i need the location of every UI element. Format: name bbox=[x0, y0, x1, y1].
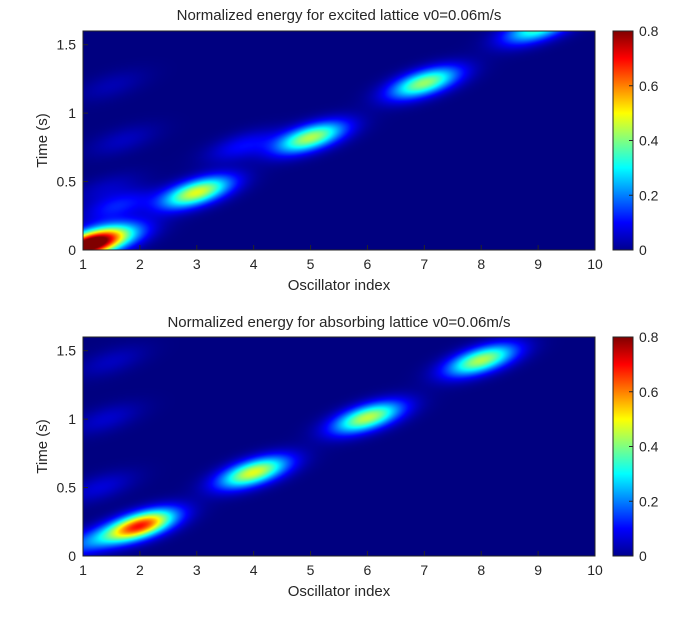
x-tick-label: 4 bbox=[250, 256, 258, 272]
x-tick-label: 1 bbox=[79, 562, 87, 578]
x-tick-label: 9 bbox=[534, 256, 542, 272]
colorbar-tick-label: 0 bbox=[639, 242, 647, 258]
x-tick-label: 5 bbox=[307, 256, 315, 272]
y-tick-label: 1 bbox=[68, 105, 76, 121]
chart-title: Normalized energy for excited lattice v0… bbox=[177, 7, 502, 24]
y-tick-label: 0.5 bbox=[57, 174, 77, 190]
x-tick-label: 2 bbox=[136, 256, 144, 272]
x-tick-label: 10 bbox=[587, 562, 603, 578]
x-tick-label: 8 bbox=[477, 256, 485, 272]
x-tick-label: 9 bbox=[534, 562, 542, 578]
colorbar-tick-label: 0 bbox=[639, 548, 647, 564]
y-tick-label: 0 bbox=[68, 548, 76, 564]
x-tick-label: 7 bbox=[420, 562, 428, 578]
x-tick-label: 6 bbox=[364, 562, 372, 578]
colorbar-tick-label: 0.6 bbox=[639, 384, 659, 400]
x-tick-label: 10 bbox=[587, 256, 603, 272]
x-tick-label: 8 bbox=[477, 562, 485, 578]
chart-title: Normalized energy for absorbing lattice … bbox=[167, 314, 510, 331]
y-axis-label: Time (s) bbox=[34, 419, 51, 473]
colorbar-tick-label: 0.8 bbox=[639, 329, 659, 345]
plot-frame bbox=[82, 30, 596, 251]
colorbar-tick-label: 0.8 bbox=[639, 23, 659, 39]
x-tick-label: 5 bbox=[307, 562, 315, 578]
colorbar-tick-label: 0.6 bbox=[639, 78, 659, 94]
colorbar-tick-label: 0.4 bbox=[639, 439, 659, 455]
y-tick-label: 1 bbox=[68, 411, 76, 427]
y-axis-label: Time (s) bbox=[34, 113, 51, 167]
colorbar-tick-label: 0.2 bbox=[639, 187, 659, 203]
heatmap-panel-1: Normalized energy for excited lattice v0… bbox=[34, 7, 659, 294]
heatmap-panel-2: Normalized energy for absorbing lattice … bbox=[34, 314, 659, 600]
x-axis-label: Oscillator index bbox=[288, 583, 391, 600]
x-tick-label: 1 bbox=[79, 256, 87, 272]
y-tick-label: 0 bbox=[68, 242, 76, 258]
y-tick-label: 1.5 bbox=[57, 37, 77, 53]
x-tick-label: 4 bbox=[250, 562, 258, 578]
x-tick-label: 2 bbox=[136, 562, 144, 578]
x-tick-label: 7 bbox=[420, 256, 428, 272]
heatmap-image bbox=[83, 337, 595, 556]
colorbar-tick-label: 0.4 bbox=[639, 133, 659, 149]
heatmap-image bbox=[83, 31, 595, 250]
y-tick-label: 1.5 bbox=[57, 343, 77, 359]
colorbar-tick-label: 0.2 bbox=[639, 493, 659, 509]
x-tick-label: 3 bbox=[193, 256, 201, 272]
y-tick-label: 0.5 bbox=[57, 480, 77, 496]
x-tick-label: 3 bbox=[193, 562, 201, 578]
x-axis-label: Oscillator index bbox=[288, 277, 391, 294]
x-tick-label: 6 bbox=[364, 256, 372, 272]
plot-frame bbox=[82, 336, 596, 557]
